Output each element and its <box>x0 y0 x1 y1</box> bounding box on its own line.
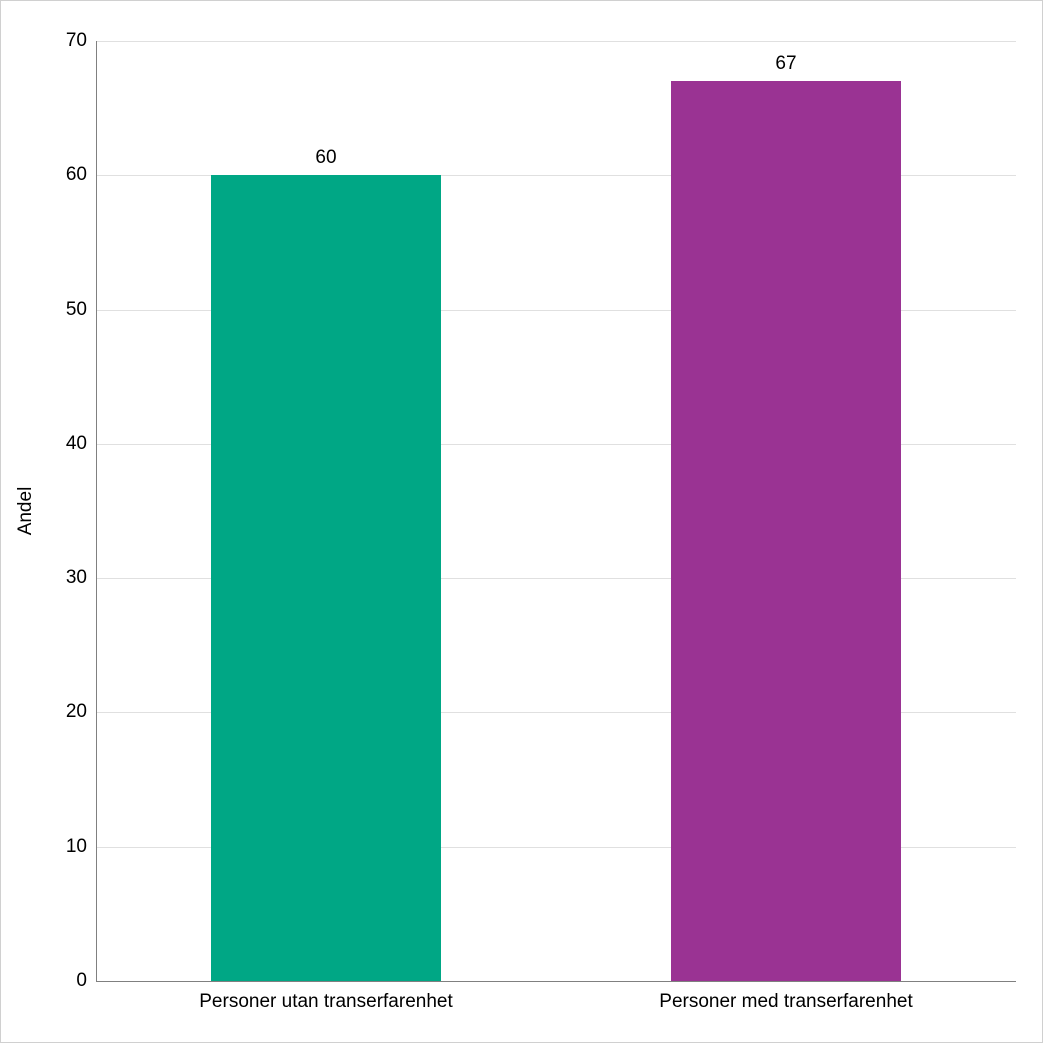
y-tick-label: 60 <box>47 164 87 186</box>
y-tick-label: 0 <box>47 970 87 992</box>
bar-value-label: 67 <box>775 53 796 75</box>
y-tick-label: 40 <box>47 433 87 455</box>
bar-chart: Andel 0 10 20 30 40 50 60 70 60 Personer utan tra… <box>0 0 1043 1043</box>
y-axis-line <box>96 41 97 981</box>
y-axis-title: Andel <box>15 487 37 536</box>
x-tick-label: Personer utan transerfarenhet <box>96 991 556 1013</box>
y-tick-label: 70 <box>47 30 87 52</box>
y-axis-title-text: Andel <box>15 487 36 536</box>
x-tick-label: Personer med transerfarenhet <box>556 991 1016 1013</box>
plot-area <box>96 41 1016 981</box>
y-tick-label: 10 <box>47 836 87 858</box>
x-axis-line <box>96 981 1016 982</box>
y-tick-label: 50 <box>47 299 87 321</box>
bar <box>211 175 441 981</box>
gridline <box>96 41 1016 42</box>
y-tick-label: 20 <box>47 701 87 723</box>
bar <box>671 81 901 981</box>
y-tick-label: 30 <box>47 567 87 589</box>
bar-value-label: 60 <box>315 147 336 169</box>
